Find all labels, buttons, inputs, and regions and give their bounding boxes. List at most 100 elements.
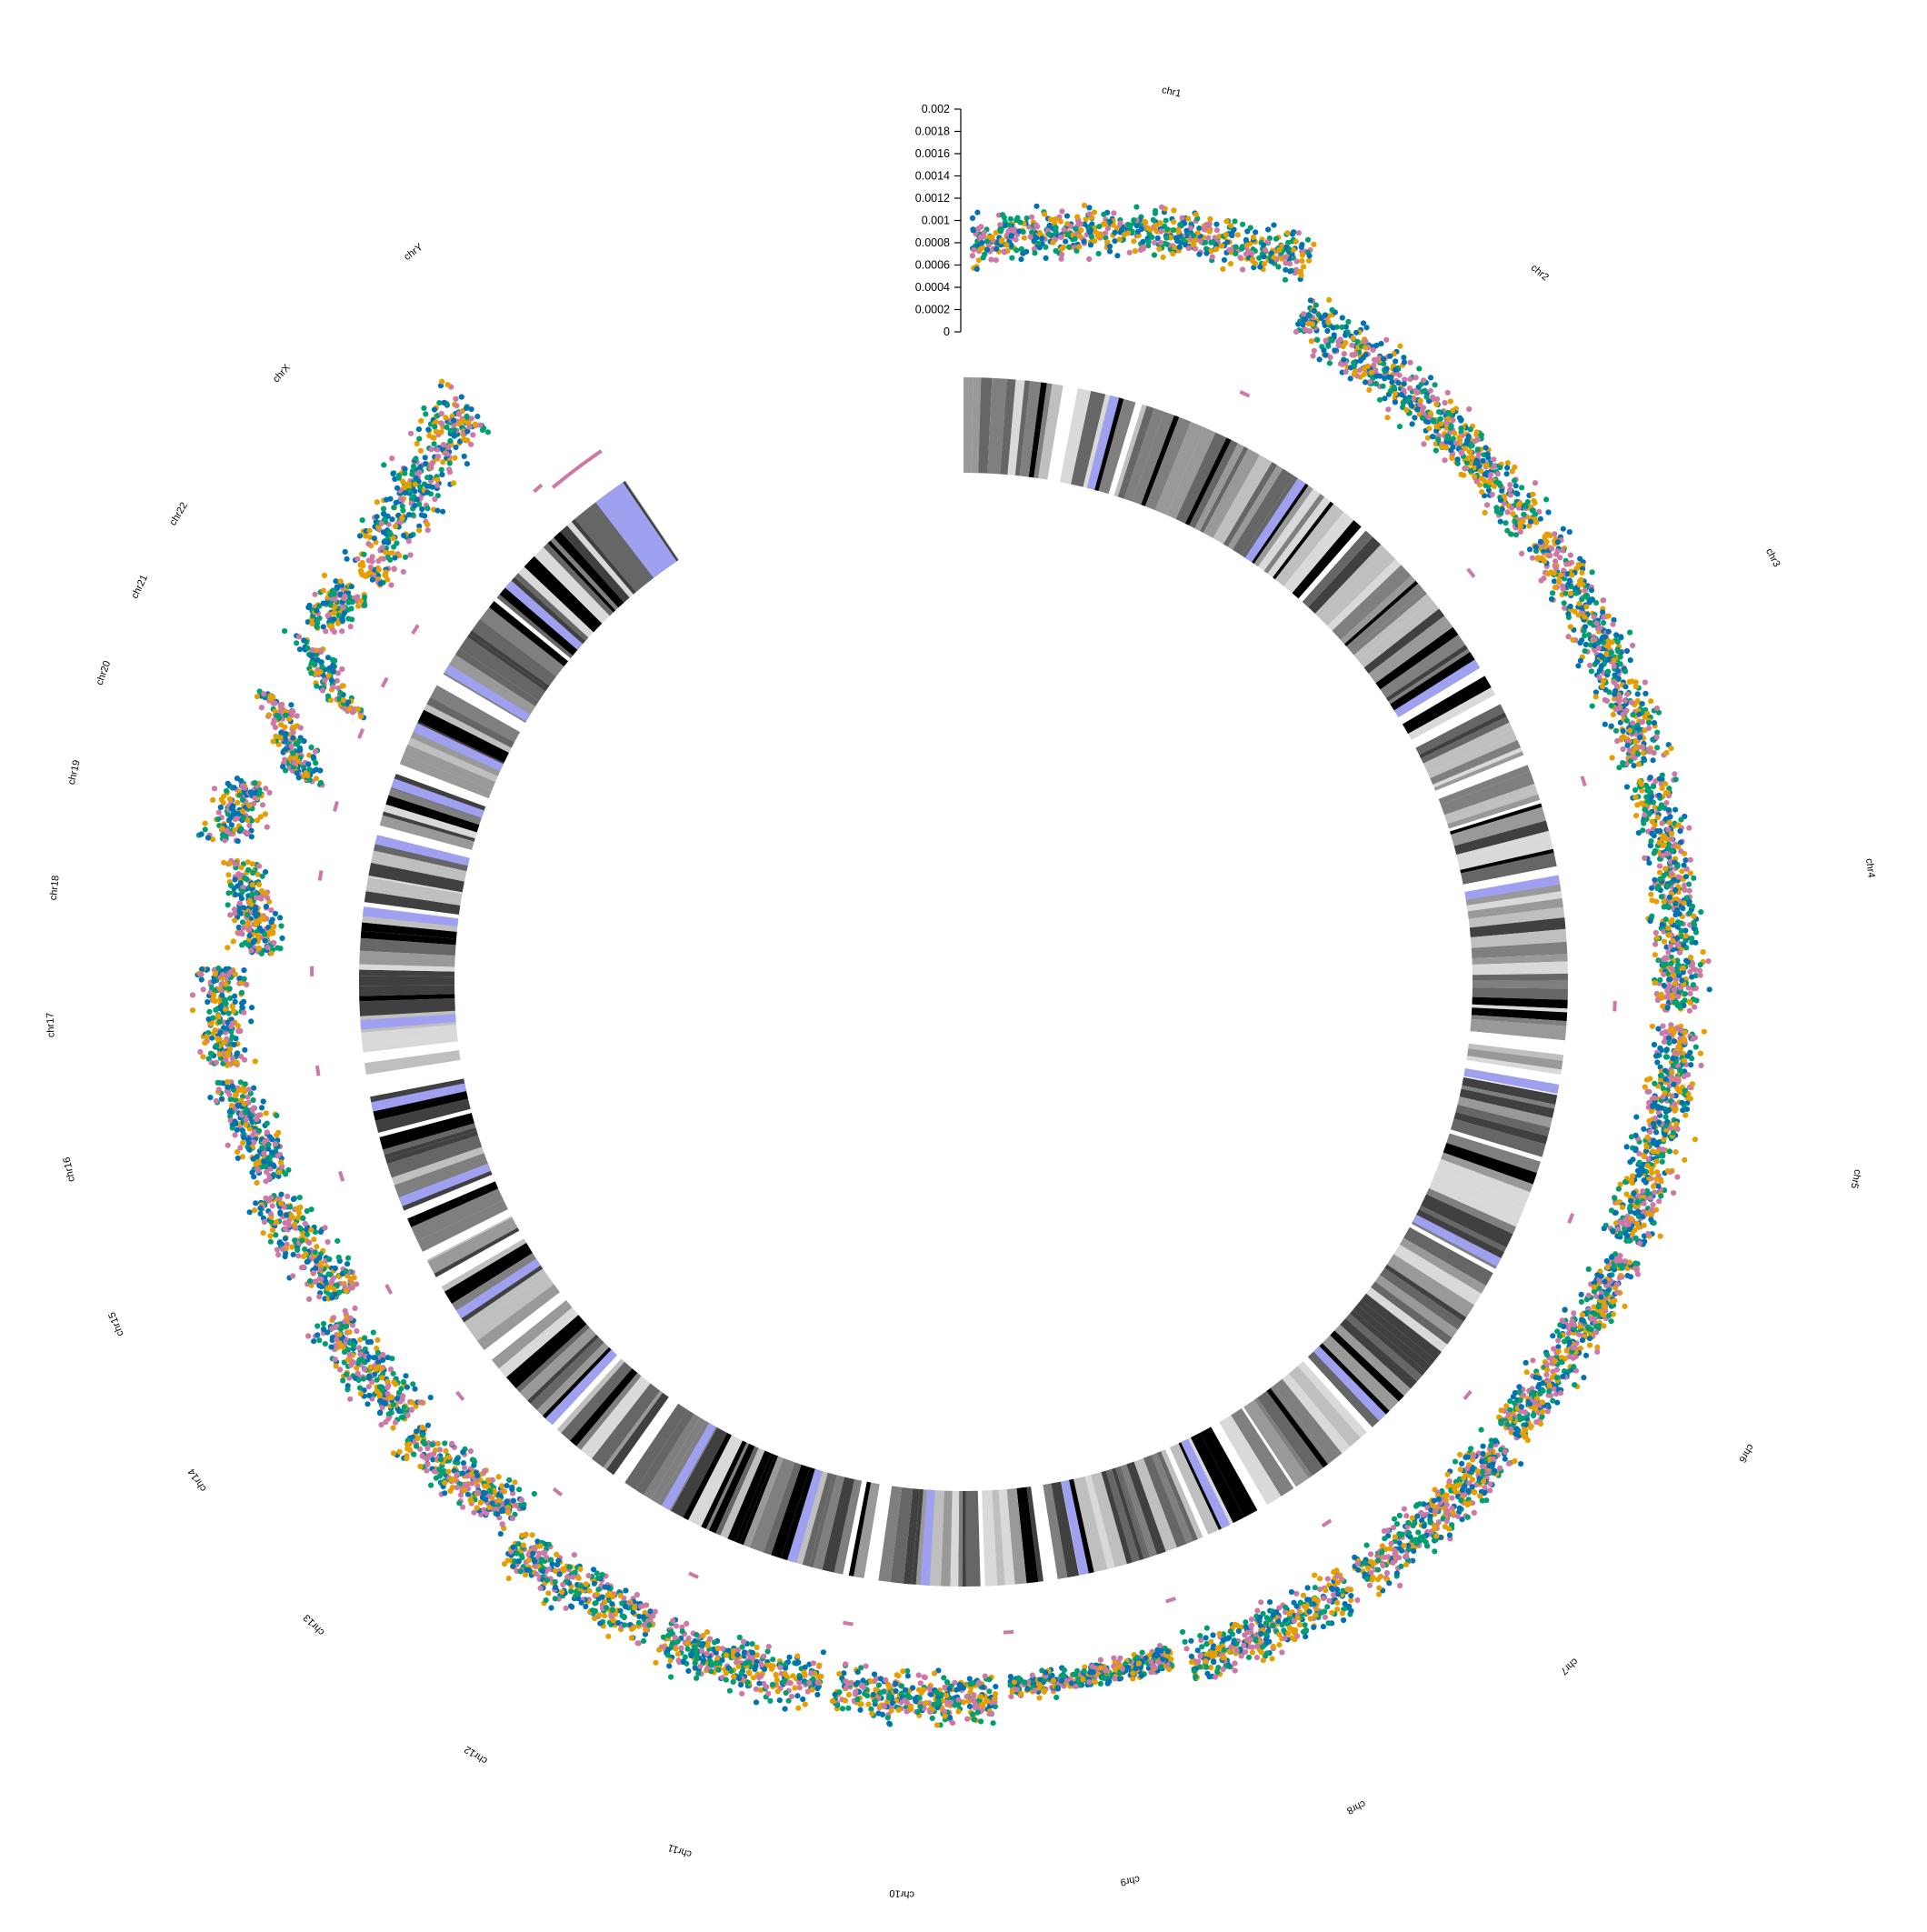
highlight-arc [1166,1598,1176,1602]
data-point [1556,1348,1562,1354]
data-point [1580,1337,1585,1343]
data-point [1398,1564,1403,1569]
data-point [1698,962,1703,967]
data-point [1177,245,1183,250]
highlight-arc [1468,569,1474,577]
data-point [1343,369,1349,375]
data-point [1014,215,1020,221]
data-point [1672,860,1677,866]
data-point [984,238,990,244]
data-point [961,1699,966,1705]
data-point [1600,609,1605,615]
data-point [1289,1589,1294,1595]
data-point [1300,322,1305,327]
data-point [1491,1457,1496,1462]
data-point [1022,1679,1027,1685]
data-point [1599,663,1604,668]
data-point [1258,1599,1263,1605]
data-point [1651,1137,1656,1143]
data-point [1071,1672,1076,1677]
data-point [1569,560,1574,566]
data-point [1622,1179,1628,1185]
data-point [1087,211,1093,216]
data-point [1449,423,1454,428]
data-point [1464,1466,1470,1471]
data-point [1627,747,1632,753]
data-point [1498,1418,1503,1424]
data-point [1627,1159,1632,1165]
data-point [1654,745,1660,750]
data-point [1615,639,1621,645]
data-point [1663,1076,1669,1082]
data-point [1313,1613,1318,1618]
data-point [1390,1560,1395,1566]
data-point [1215,1646,1221,1651]
data-point [1518,1461,1523,1467]
data-point [1550,590,1555,596]
data-point [1242,1632,1247,1637]
data-point [1676,822,1682,827]
data-point [1661,972,1666,977]
data-point [1647,1076,1652,1081]
data-point [1414,1514,1420,1519]
data-point [1630,712,1635,717]
data-point [1603,651,1609,656]
data-point [1491,456,1496,462]
data-point [1409,404,1414,409]
data-point [1018,1691,1023,1697]
cytoband [359,976,454,986]
data-point [1141,246,1146,252]
data-point [1640,827,1645,833]
data-point [1504,465,1510,470]
data-point [1657,864,1662,869]
data-point [1118,220,1123,225]
data-point [1687,1008,1692,1014]
data-point [1642,679,1648,685]
data-point [1663,1054,1669,1059]
data-point [1604,1258,1610,1264]
data-point [1488,1443,1493,1448]
data-point [1541,576,1546,581]
data-point [1310,321,1315,326]
data-point [1111,210,1116,215]
data-point [1291,229,1296,235]
data-point [1444,434,1450,439]
data-point [1628,1204,1633,1209]
data-point [1297,270,1303,275]
data-point [1456,435,1462,440]
data-point [988,256,993,262]
data-point [1682,1157,1687,1163]
data-point [1552,531,1557,536]
data-point [1680,1107,1685,1113]
data-point [1612,673,1618,678]
data-point [1594,1349,1600,1355]
data-point [1664,1046,1670,1052]
data-point [1354,1597,1360,1603]
data-point [1601,1312,1606,1317]
data-point [1569,572,1574,577]
data-point [1671,1082,1676,1087]
data-point [1384,415,1390,420]
data-point [1302,1604,1307,1609]
data-point [1624,743,1630,748]
data-point [1293,239,1299,245]
data-point [1329,1610,1334,1616]
data-point [1612,1196,1617,1201]
data-point [1073,226,1078,232]
data-point [1657,870,1662,876]
data-point [1521,512,1526,517]
data-point [1346,1604,1352,1609]
data-point [1210,255,1215,260]
data-point [1055,1686,1061,1691]
data-point [1107,249,1113,255]
data-point [1612,680,1617,686]
data-point [845,1706,851,1711]
data-point [1148,226,1153,232]
data-point [1685,1072,1691,1077]
data-point [993,257,999,263]
data-point [1633,1236,1639,1241]
data-point [1263,247,1268,253]
data-point [1151,217,1156,223]
data-point [1282,1636,1287,1641]
